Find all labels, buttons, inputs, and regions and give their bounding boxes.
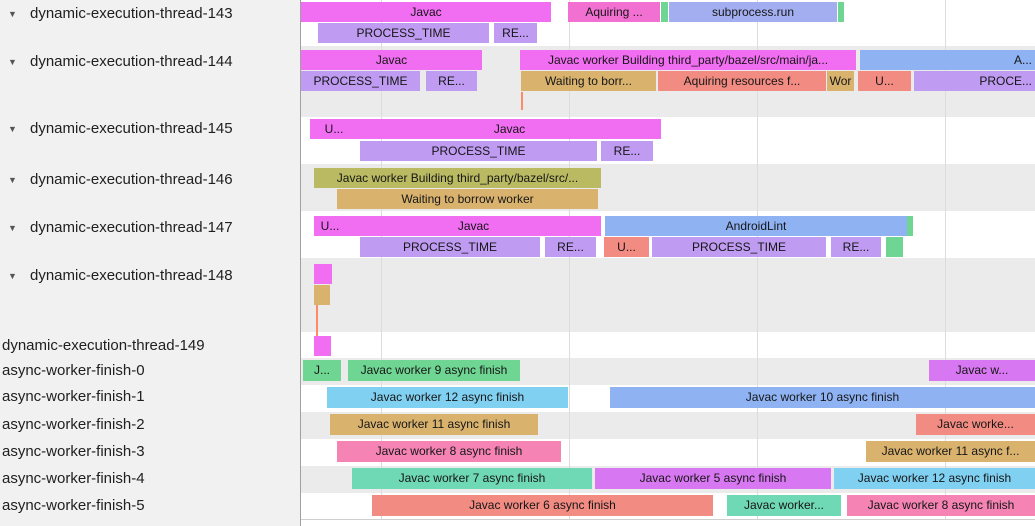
timeline-bottom-rule (300, 519, 1035, 520)
timeline-gridline (757, 0, 758, 520)
trace-slice[interactable]: U... (310, 119, 358, 139)
trace-slice[interactable]: Waiting to borr... (521, 71, 656, 91)
track-label: async-worker-finish-0 (2, 363, 145, 379)
trace-slice[interactable]: PROCESS_TIME (301, 71, 420, 91)
sidebar-divider (300, 0, 301, 526)
trace-slice[interactable]: subprocess.run (669, 2, 837, 22)
timeline-gridline (569, 0, 570, 520)
trace-slice[interactable]: Javac worker 8 async finish (337, 441, 561, 462)
track-band (300, 258, 1035, 332)
trace-slice[interactable]: PROCESS_TIME (318, 23, 489, 43)
track-label: async-worker-finish-2 (2, 417, 145, 433)
trace-slice[interactable]: RE... (601, 141, 653, 161)
track-label: dynamic-execution-thread-144 (30, 54, 233, 70)
track-label: dynamic-execution-thread-147 (30, 220, 233, 236)
trace-slice[interactable] (886, 237, 903, 257)
collapse-arrow-icon[interactable]: ▼ (8, 271, 17, 281)
trace-slice[interactable]: PROCESS_TIME (360, 141, 597, 161)
trace-slice[interactable] (314, 264, 332, 284)
track-label: async-worker-finish-3 (2, 444, 145, 460)
track-label: async-worker-finish-1 (2, 389, 145, 405)
trace-slice[interactable]: RE... (545, 237, 596, 257)
trace-slice[interactable]: PROCESS_TIME (360, 237, 540, 257)
trace-slice[interactable]: Javac worker 12 async finish (327, 387, 568, 408)
trace-slice[interactable] (661, 2, 668, 22)
trace-slice[interactable]: Javac worker 11 async f... (866, 441, 1035, 462)
trace-slice[interactable]: RE... (494, 23, 537, 43)
trace-slice[interactable]: Javac (301, 2, 551, 22)
timeline-gridline (945, 0, 946, 520)
trace-slice[interactable]: Javac worker 6 async finish (372, 495, 713, 516)
trace-slice[interactable]: Javac worker 7 async finish (352, 468, 592, 489)
trace-slice[interactable]: Aquiring ... (568, 2, 660, 22)
trace-slice[interactable]: U... (604, 237, 649, 257)
track-label: dynamic-execution-thread-146 (30, 172, 233, 188)
trace-slice[interactable]: RE... (426, 71, 477, 91)
trace-slice[interactable] (838, 2, 844, 22)
trace-slice[interactable] (314, 285, 330, 305)
timeline-gridline (381, 0, 382, 520)
trace-slice[interactable]: RE... (831, 237, 881, 257)
track-label: dynamic-execution-thread-148 (30, 268, 233, 284)
collapse-arrow-icon[interactable]: ▼ (8, 9, 17, 19)
trace-slice[interactable]: Javac worker... (727, 495, 841, 516)
trace-slice[interactable]: U... (858, 71, 911, 91)
trace-slice[interactable]: Javac worker Building third_party/bazel/… (520, 50, 856, 70)
track-label: async-worker-finish-4 (2, 471, 145, 487)
trace-slice[interactable]: AndroidLint (605, 216, 907, 236)
trace-slice[interactable]: Javac worke... (916, 414, 1035, 435)
trace-slice[interactable]: Javac worker 9 async finish (348, 360, 520, 381)
trace-slice[interactable]: Javac worker 8 async finish (847, 495, 1035, 516)
trace-slice[interactable]: Aquiring resources f... (658, 71, 826, 91)
trace-slice[interactable]: Javac worker 5 async finish (595, 468, 831, 489)
collapse-arrow-icon[interactable]: ▼ (8, 124, 17, 134)
trace-slice[interactable]: Javac worker 11 async finish (330, 414, 538, 435)
trace-slice[interactable]: Javac worker 10 async finish (610, 387, 1035, 408)
collapse-arrow-icon[interactable]: ▼ (8, 175, 17, 185)
track-label: async-worker-finish-5 (2, 498, 145, 514)
trace-slice[interactable]: Javac worker 12 async finish (834, 468, 1035, 489)
trace-slice[interactable]: Wor (827, 71, 854, 91)
trace-slice[interactable]: J... (303, 360, 341, 381)
track-name-sidebar: ▼ dynamic-execution-thread-143 ▼ dynamic-ex… (0, 0, 300, 526)
trace-slice[interactable]: Waiting to borrow worker (337, 189, 598, 209)
trace-slice[interactable]: Javac (346, 216, 601, 236)
track-band (300, 332, 1035, 358)
trace-slice[interactable]: U... (314, 216, 346, 236)
track-label: dynamic-execution-thread-145 (30, 121, 233, 137)
trace-slice[interactable]: Javac worker Building third_party/bazel/… (314, 168, 601, 188)
trace-slice[interactable]: PROCESS_TIME (652, 237, 826, 257)
trace-slice[interactable] (907, 216, 913, 236)
track-label: dynamic-execution-thread-149 (2, 338, 205, 354)
trace-slice[interactable]: Javac (358, 119, 661, 139)
trace-slice[interactable]: Javac (301, 50, 482, 70)
trace-slice[interactable] (314, 336, 331, 356)
trace-slice[interactable]: Javac w... (929, 360, 1035, 381)
collapse-arrow-icon[interactable]: ▼ (8, 223, 17, 233)
track-label: dynamic-execution-thread-143 (30, 6, 233, 22)
trace-slice[interactable]: PROCE... (914, 71, 1035, 91)
instant-event-marker (316, 286, 318, 348)
trace-slice[interactable]: A... (860, 50, 1035, 70)
collapse-arrow-icon[interactable]: ▼ (8, 57, 17, 67)
instant-event-marker (521, 92, 523, 110)
